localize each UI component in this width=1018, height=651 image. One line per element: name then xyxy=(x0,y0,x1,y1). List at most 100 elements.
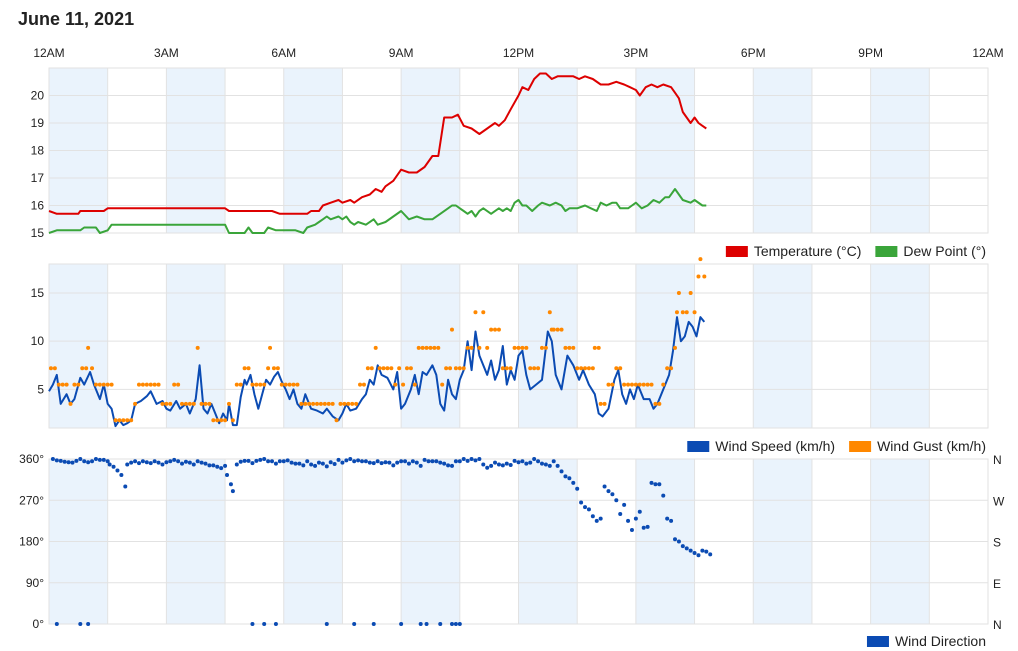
series-point xyxy=(361,382,366,387)
series-point xyxy=(461,457,466,461)
series-point xyxy=(543,345,548,350)
series-point xyxy=(665,366,670,371)
series-point xyxy=(551,327,556,332)
y-tick-label: 18 xyxy=(31,144,45,158)
y-tick-label: 17 xyxy=(31,171,45,185)
series-point xyxy=(575,366,580,371)
series-point xyxy=(708,552,713,557)
series-point xyxy=(258,457,263,462)
series-point xyxy=(637,509,642,514)
series-point xyxy=(254,458,259,463)
series-point xyxy=(195,345,200,350)
time-band xyxy=(283,264,343,428)
series-point xyxy=(358,382,363,387)
series-point xyxy=(596,345,601,350)
series-point xyxy=(354,401,359,406)
series-point xyxy=(66,460,71,465)
series-point xyxy=(156,460,161,465)
series-point xyxy=(438,622,443,626)
series-point xyxy=(399,622,404,626)
series-point xyxy=(371,461,376,466)
series-point xyxy=(90,459,95,464)
series-point xyxy=(140,382,145,387)
series-point xyxy=(559,469,564,474)
series-point xyxy=(594,518,599,523)
series-point xyxy=(279,382,284,387)
series-point xyxy=(262,382,267,387)
series-point xyxy=(653,401,658,406)
series-point xyxy=(399,459,404,464)
series-point xyxy=(434,459,439,464)
series-point xyxy=(250,461,255,466)
series-point xyxy=(626,518,631,523)
series-point xyxy=(489,463,494,468)
series-point xyxy=(203,401,208,406)
series-line xyxy=(48,188,707,234)
series-point xyxy=(567,476,572,481)
series-point xyxy=(641,382,646,387)
series-point xyxy=(348,457,353,461)
series-point xyxy=(520,345,525,350)
series-point xyxy=(183,401,188,406)
series-point xyxy=(485,345,490,350)
series-point xyxy=(448,366,453,371)
series-point xyxy=(536,366,541,371)
series-line xyxy=(48,316,706,428)
series-point xyxy=(422,457,427,462)
series-point xyxy=(555,327,560,332)
y-tick-label: 15 xyxy=(31,286,45,300)
series-point xyxy=(117,418,122,423)
series-point xyxy=(262,622,267,626)
series-point xyxy=(637,382,642,387)
series-point xyxy=(692,310,697,315)
series-point xyxy=(408,366,413,371)
series-point xyxy=(559,327,564,332)
series-point xyxy=(673,537,677,542)
series-point xyxy=(375,459,380,464)
series-point xyxy=(704,549,709,554)
series-point xyxy=(493,460,498,465)
series-point xyxy=(199,460,204,465)
y-tick-label: 360° xyxy=(19,452,44,466)
series-point xyxy=(674,310,679,315)
legend-label: Wind Direction xyxy=(895,633,986,649)
series-point xyxy=(68,401,73,406)
series-point xyxy=(125,418,130,423)
series-point xyxy=(338,401,343,406)
series-point xyxy=(60,382,65,387)
y-tick-right-label: N xyxy=(993,453,1002,467)
series-point xyxy=(144,460,149,465)
series-point xyxy=(688,548,693,553)
series-point xyxy=(473,310,478,315)
series-point xyxy=(696,553,701,558)
series-point xyxy=(86,345,91,350)
series-point xyxy=(344,458,349,463)
series-point xyxy=(528,366,533,371)
series-point xyxy=(512,345,517,350)
series-point xyxy=(401,382,406,387)
series-point xyxy=(426,459,431,464)
time-axis-label: 6AM xyxy=(271,46,296,60)
series-point xyxy=(387,460,392,465)
series-point xyxy=(516,345,521,350)
series-point xyxy=(226,401,231,406)
legend-swatch xyxy=(725,246,748,257)
time-axis-label: 9AM xyxy=(389,46,414,60)
series-point xyxy=(457,622,462,626)
series-point xyxy=(676,539,681,544)
series-point xyxy=(424,622,429,626)
series-point xyxy=(453,366,458,371)
series-point xyxy=(250,622,255,626)
time-axis-label: 3PM xyxy=(624,46,649,60)
series-point xyxy=(418,622,423,626)
series-point xyxy=(586,366,591,371)
series-point xyxy=(493,327,498,332)
series-point xyxy=(228,482,233,487)
series-point xyxy=(270,459,275,464)
series-point xyxy=(136,461,141,466)
series-point xyxy=(645,382,650,387)
series-point xyxy=(633,382,638,387)
series-point xyxy=(258,382,263,387)
series-point xyxy=(389,366,394,371)
y-tick-right-label: W xyxy=(993,494,1005,508)
